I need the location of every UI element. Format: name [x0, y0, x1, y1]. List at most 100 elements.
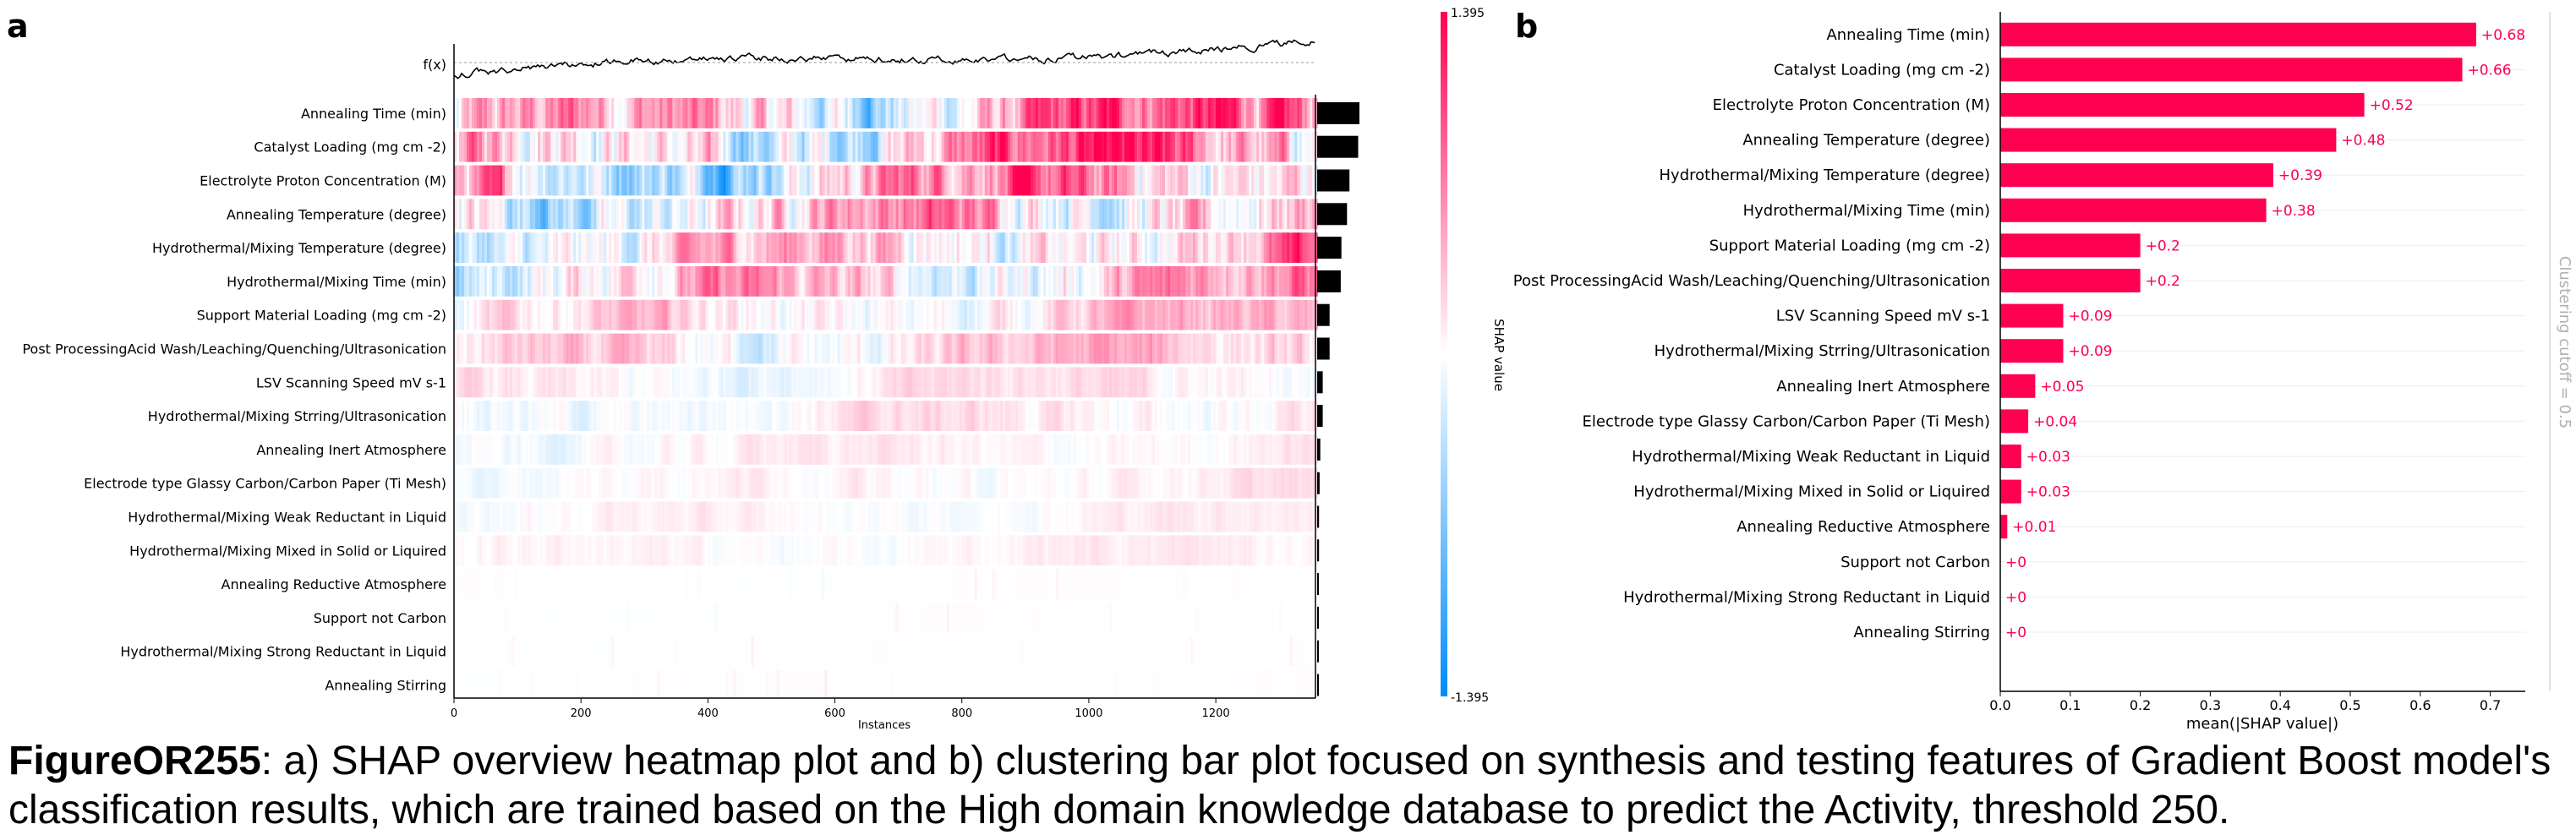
heatmap-cell	[1109, 232, 1113, 263]
heatmap-cell	[852, 299, 856, 330]
heatmap-cell	[1211, 434, 1214, 465]
heatmap-cell	[837, 131, 841, 162]
heatmap-cell	[756, 569, 759, 599]
heatmap-cell	[890, 367, 894, 398]
heatmap-cell	[791, 333, 796, 364]
heatmap-cell	[477, 299, 480, 330]
heatmap-cell	[1098, 266, 1102, 297]
heatmap-cell	[1091, 98, 1095, 128]
heatmap-cell	[1216, 299, 1219, 330]
heatmap-cell	[652, 199, 655, 230]
heatmap-cell	[743, 266, 747, 297]
heatmap-cell	[728, 401, 731, 431]
heatmap-cell	[467, 467, 470, 499]
heatmap-cell	[492, 401, 495, 431]
heatmap-cell	[543, 131, 546, 162]
heatmap-cell	[690, 131, 693, 162]
heatmap-cell	[994, 467, 998, 499]
heatmap-cell	[1297, 98, 1300, 128]
heatmap-cell	[457, 266, 460, 297]
heatmap-cell	[1086, 98, 1090, 128]
heatmap-cell	[987, 401, 991, 431]
heatmap-cell	[497, 467, 500, 499]
heatmap-cell	[1055, 165, 1059, 196]
heatmap-cell	[1279, 333, 1283, 364]
heatmap-cell	[768, 501, 773, 532]
heatmap-cell	[1312, 434, 1315, 465]
heatmap-cell	[634, 131, 637, 162]
heatmap-cell	[959, 98, 963, 128]
heatmap-cell	[474, 165, 478, 196]
heatmap-cell	[1310, 266, 1313, 297]
heatmap-cell	[695, 199, 698, 230]
heatmap-cell	[824, 299, 829, 330]
heatmap-cell	[992, 434, 996, 465]
heatmap-cell	[1155, 333, 1158, 364]
heatmap-cell	[619, 467, 622, 499]
heatmap-cell	[1168, 98, 1171, 128]
heatmap-cell	[741, 199, 744, 230]
heatmap-cell	[659, 367, 663, 398]
heatmap-cell	[680, 501, 683, 532]
heatmap-cell	[1198, 98, 1201, 128]
heatmap-cell	[621, 434, 625, 465]
heatmap-cell	[1233, 434, 1237, 465]
heatmap-cell	[1200, 165, 1204, 196]
heatmap-cell	[581, 199, 584, 230]
heatmap-cell	[568, 299, 572, 330]
heatmap-cell	[548, 165, 551, 196]
heatmap-cell	[928, 299, 933, 330]
heatmap-cell	[500, 333, 503, 364]
heatmap-cell	[1315, 467, 1318, 499]
heatmap-cell	[733, 401, 736, 431]
heatmap-cell	[1185, 98, 1189, 128]
heatmap-cell	[672, 569, 675, 599]
heatmap-cell	[832, 131, 836, 162]
heatmap-cell	[588, 266, 592, 297]
heatmap-cell	[774, 467, 778, 499]
heatmap-cell	[827, 98, 831, 128]
heatmap-cell	[730, 232, 734, 263]
heatmap-cell	[1175, 535, 1179, 566]
heatmap-cell	[1289, 535, 1293, 566]
heatmap-cell	[1103, 266, 1108, 297]
heatmap-cell	[616, 401, 620, 431]
heatmap-cell	[545, 333, 549, 364]
heatmap-cell	[1206, 467, 1209, 499]
heatmap-cell	[1173, 501, 1176, 532]
heatmap-cell	[829, 569, 834, 599]
heatmap-cell	[1188, 98, 1191, 128]
heatmap-cell	[720, 333, 724, 364]
heatmap-cell	[804, 467, 808, 499]
heatmap-cell	[1315, 501, 1318, 532]
heatmap-cell	[1175, 266, 1179, 297]
heatmap-cell	[652, 501, 655, 532]
heatmap-cell	[1200, 367, 1204, 398]
heatmap-cell	[728, 501, 731, 532]
heatmap-cell	[971, 199, 976, 230]
heatmap-cell	[943, 535, 948, 566]
heatmap-cell	[918, 401, 922, 431]
heatmap-cell	[530, 467, 533, 499]
heatmap-cell	[1228, 98, 1232, 128]
heatmap-cell	[875, 569, 879, 599]
heatmap-cell	[842, 367, 846, 398]
heatmap-cell	[827, 299, 831, 330]
heatmap-cell	[936, 434, 940, 465]
heatmap-cell	[1272, 401, 1275, 431]
heatmap-cell	[789, 299, 793, 330]
heatmap-cell	[748, 232, 752, 263]
heatmap-cell	[1145, 535, 1148, 566]
heatmap-cell	[1050, 98, 1054, 128]
heatmap-cell	[1135, 535, 1138, 566]
heatmap-cell	[637, 98, 640, 128]
heatmap-cell	[1231, 467, 1234, 499]
heatmap-cell	[1289, 199, 1293, 230]
heatmap-cell	[956, 501, 960, 532]
heatmap-cell	[794, 98, 798, 128]
heatmap-cell	[779, 299, 783, 330]
heatmap-cell	[885, 232, 889, 263]
heatmap-cell	[1098, 199, 1102, 230]
heatmap-cell	[720, 367, 724, 398]
heatmap-cell	[761, 501, 764, 532]
